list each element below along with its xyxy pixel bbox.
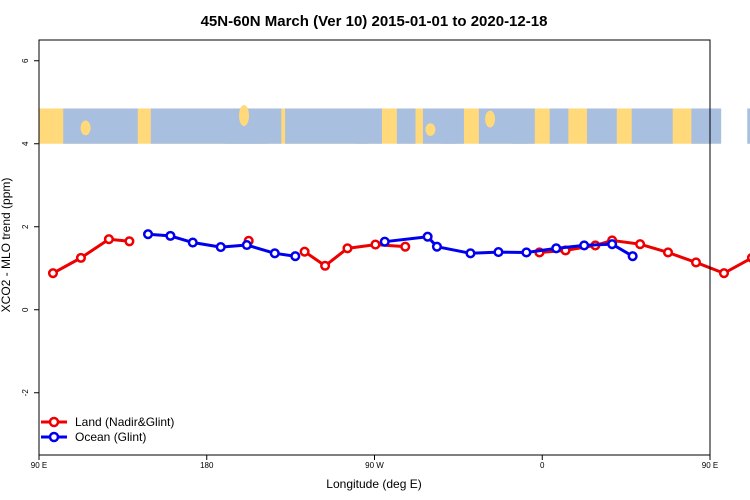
data-point: [290, 251, 301, 262]
chart-title: 45N-60N March (Ver 10) 2015-01-01 to 202…: [201, 13, 548, 30]
y-tick-label: 0: [21, 307, 30, 312]
data-point: [320, 260, 331, 271]
map-land-region: [485, 110, 496, 128]
legend-ocean-marker: [48, 431, 60, 443]
map-land-region: [425, 123, 436, 136]
map-ocean-region: [441, 108, 457, 144]
map-ocean-region: [355, 108, 382, 144]
map-land-region: [239, 104, 250, 127]
data-point: [493, 247, 504, 258]
data-point: [215, 242, 226, 253]
map-ocean-region: [225, 108, 282, 144]
legend: Land (Nadir&Glint) Ocean (Glint): [41, 415, 174, 444]
data-point: [165, 230, 176, 241]
map-ocean-region: [396, 108, 416, 144]
map-ocean-region: [63, 108, 138, 144]
data-point: [718, 268, 730, 279]
data-point: [269, 248, 280, 259]
x-tick-label: 90 E: [702, 461, 718, 470]
data-point: [75, 252, 86, 263]
series-ocean: [142, 229, 638, 262]
series-line: [384, 235, 634, 258]
y-tick-label: 6: [21, 58, 30, 63]
data-point: [187, 237, 198, 248]
series-line: [52, 237, 130, 275]
map-ocean-region: [285, 108, 368, 144]
x-tick-label: 90 W: [365, 461, 384, 470]
data-point: [370, 239, 381, 250]
data-point: [521, 247, 532, 258]
y-tick-label: 4: [21, 141, 30, 146]
map-ocean-region: [586, 108, 617, 144]
data-point: [627, 251, 638, 262]
y-tick-label: 2: [21, 224, 30, 229]
axes-layer: 90 E 180 90 W 0 90 E -2 0 2 4 6: [21, 39, 718, 470]
y-axis-label: XCO2 - MLO trend (ppm): [0, 178, 13, 313]
data-point: [579, 240, 590, 251]
data-point: [103, 234, 114, 245]
map-ocean-region: [512, 108, 528, 144]
x-tick-label: 0: [540, 461, 545, 470]
data-point: [551, 243, 562, 254]
data-point: [241, 239, 252, 251]
x-axis-label: Longitude (deg E): [326, 477, 421, 491]
data-point: [299, 246, 310, 257]
world-map-band: [39, 104, 750, 144]
legend-ocean-label: Ocean (Glint): [75, 430, 146, 444]
series-land: [47, 234, 750, 279]
data-point: [690, 257, 702, 268]
data-point: [400, 241, 411, 252]
data-point: [607, 239, 618, 250]
data-point: [431, 241, 442, 252]
legend-land-marker: [48, 416, 60, 428]
data-point: [465, 248, 476, 259]
map-land-region: [80, 120, 91, 136]
series-layer: [47, 229, 750, 279]
data-point: [142, 229, 154, 240]
map-ocean-region: [691, 108, 722, 144]
x-tick-label: 180: [200, 461, 214, 470]
data-point: [342, 243, 353, 254]
map-ocean-region: [747, 108, 750, 144]
map-ocean-region: [631, 108, 673, 144]
data-point: [47, 268, 59, 279]
x-tick-label: 90 E: [31, 461, 47, 470]
legend-land-label: Land (Nadir&Glint): [75, 415, 174, 429]
series-line: [303, 243, 406, 268]
map-land-region: [619, 119, 630, 133]
data-point: [379, 236, 390, 247]
data-point: [663, 247, 674, 258]
data-point: [635, 239, 646, 250]
y-tick-label: -2: [21, 389, 30, 397]
data-point: [124, 236, 135, 247]
data-point: [422, 231, 433, 242]
map-ocean-region: [549, 108, 569, 144]
